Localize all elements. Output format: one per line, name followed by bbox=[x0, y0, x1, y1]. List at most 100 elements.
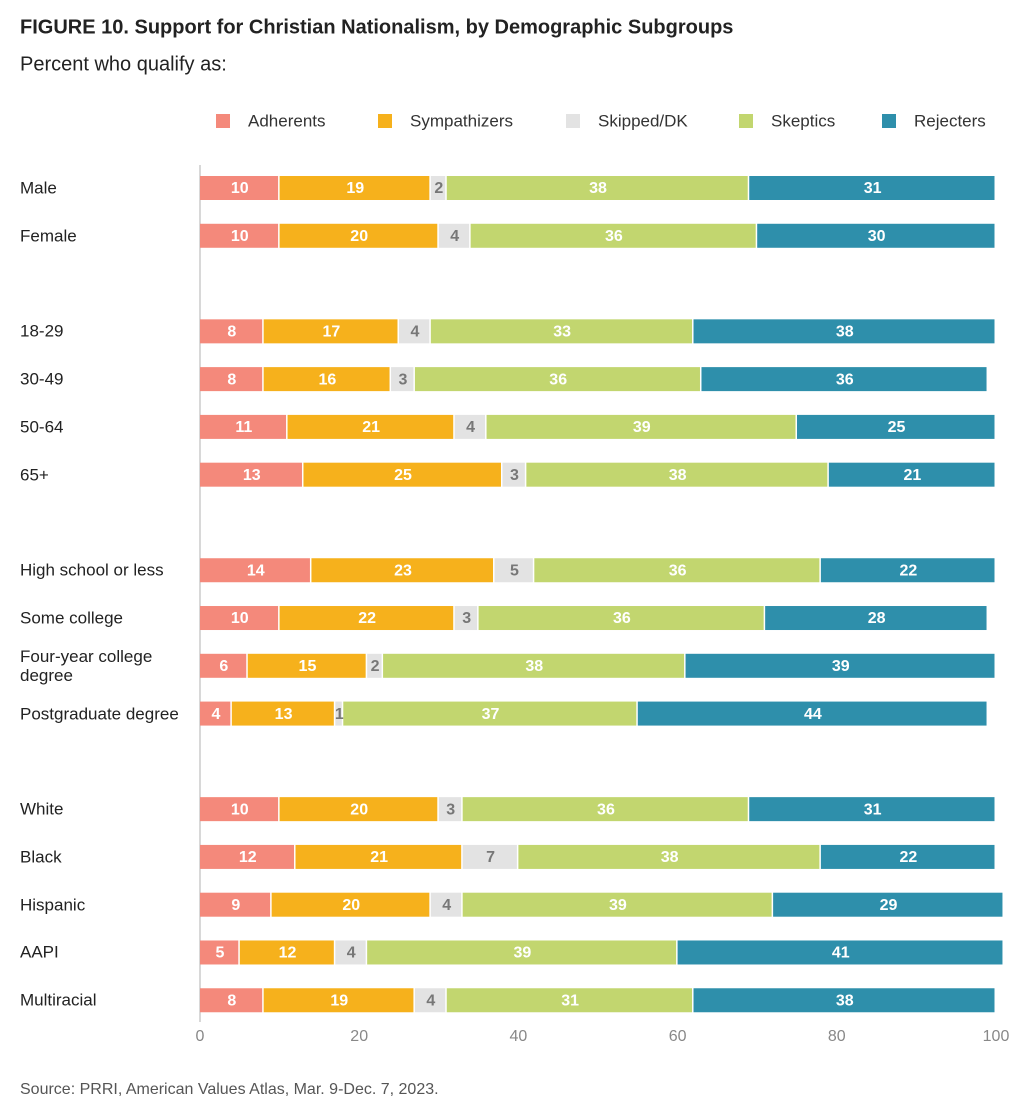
data-label: 30 bbox=[868, 228, 886, 245]
bar-segment bbox=[279, 223, 438, 248]
category-label: Female bbox=[20, 226, 77, 246]
data-label: 13 bbox=[243, 467, 261, 484]
legend-label: Adherents bbox=[248, 111, 326, 130]
data-label: 36 bbox=[836, 371, 854, 388]
bar-segment bbox=[200, 462, 302, 487]
bar-segment bbox=[279, 176, 430, 200]
bar-segment bbox=[797, 414, 995, 439]
bar-segment bbox=[486, 414, 796, 439]
bar-segment bbox=[200, 892, 271, 917]
legend-swatch bbox=[739, 114, 753, 128]
x-tick-label: 60 bbox=[669, 1028, 687, 1045]
bar-segment bbox=[200, 988, 263, 1013]
bar-segment bbox=[335, 940, 366, 965]
data-label: 31 bbox=[864, 801, 882, 818]
x-tick-label: 0 bbox=[196, 1028, 205, 1045]
x-tick-label: 40 bbox=[510, 1028, 528, 1045]
data-label: 14 bbox=[247, 562, 265, 579]
data-label: 36 bbox=[597, 801, 615, 818]
data-label: 4 bbox=[450, 228, 459, 245]
bar-segment bbox=[200, 223, 279, 248]
data-label: 38 bbox=[661, 849, 679, 866]
data-label: 9 bbox=[231, 897, 240, 914]
bar-segment bbox=[279, 797, 438, 822]
data-label: 36 bbox=[549, 371, 567, 388]
data-label: 22 bbox=[900, 562, 918, 579]
data-label: 4 bbox=[442, 897, 451, 914]
data-label: 3 bbox=[399, 371, 408, 388]
data-label: 16 bbox=[318, 371, 336, 388]
data-label: 6 bbox=[219, 658, 228, 675]
data-label: 5 bbox=[510, 562, 519, 579]
data-label: 38 bbox=[589, 180, 607, 197]
bar-segment bbox=[399, 319, 430, 344]
bar-segment bbox=[287, 414, 454, 439]
bar-segment bbox=[414, 988, 446, 1013]
chart-title: FIGURE 10. Support for Christian Nationa… bbox=[20, 16, 733, 38]
bar-segment bbox=[454, 606, 478, 631]
data-label: 8 bbox=[227, 992, 236, 1009]
category-label: White bbox=[20, 799, 64, 819]
legend-label: Rejecters bbox=[914, 111, 986, 130]
bar-segment bbox=[478, 606, 764, 631]
data-label: 10 bbox=[231, 801, 249, 818]
bar-segment bbox=[200, 367, 263, 392]
bar-segment bbox=[303, 462, 501, 487]
data-label: 38 bbox=[525, 658, 543, 675]
bar-segment bbox=[279, 606, 454, 631]
data-label: 39 bbox=[609, 897, 627, 914]
category-label: AAPI bbox=[20, 942, 59, 962]
bar-segment bbox=[295, 844, 462, 869]
data-label: 41 bbox=[832, 945, 850, 962]
source-note: Source: PRRI, American Values Atlas, Mar… bbox=[20, 1081, 439, 1098]
bar-segment bbox=[430, 319, 693, 344]
bar-segment bbox=[765, 606, 987, 631]
data-label: 36 bbox=[613, 610, 631, 627]
legend-swatch bbox=[216, 114, 230, 128]
data-label: 29 bbox=[880, 897, 898, 914]
bar-segment bbox=[462, 892, 772, 917]
data-label: 4 bbox=[347, 945, 356, 962]
category-label: High school or less bbox=[20, 560, 164, 580]
data-label: 3 bbox=[462, 610, 471, 627]
data-label: 44 bbox=[804, 706, 822, 723]
bar-segment bbox=[820, 558, 995, 583]
bar-segment bbox=[200, 844, 295, 869]
category-label: Some college bbox=[20, 608, 124, 628]
data-label: 25 bbox=[888, 419, 906, 436]
data-label: 31 bbox=[864, 180, 882, 197]
legend-label: Sympathizers bbox=[410, 111, 513, 130]
data-label: 11 bbox=[235, 419, 252, 436]
bar-segment bbox=[231, 701, 334, 726]
data-label: 37 bbox=[482, 706, 500, 723]
data-label: 8 bbox=[227, 324, 236, 341]
data-label: 38 bbox=[836, 992, 854, 1009]
bar-segment bbox=[494, 558, 533, 583]
category-label: 50-64 bbox=[20, 417, 64, 437]
bar-segment bbox=[200, 319, 263, 344]
category-label: Hispanic bbox=[20, 895, 86, 915]
bar-segment bbox=[263, 988, 414, 1013]
bar-segment bbox=[263, 319, 398, 344]
data-label: 38 bbox=[836, 324, 854, 341]
bar-segment bbox=[685, 653, 995, 678]
data-label: 4 bbox=[410, 324, 419, 341]
bar-segment bbox=[820, 844, 995, 869]
data-label: 21 bbox=[370, 849, 388, 866]
bar-segment bbox=[200, 940, 239, 965]
bar-segment bbox=[637, 701, 987, 726]
bar-segment bbox=[677, 940, 1003, 965]
bar-segment bbox=[200, 414, 287, 439]
x-tick-label: 80 bbox=[828, 1028, 846, 1045]
data-label: 20 bbox=[350, 801, 368, 818]
legend-label: Skeptics bbox=[771, 111, 835, 130]
bar-segment bbox=[446, 176, 748, 200]
bar-segment bbox=[462, 844, 517, 869]
bar-segment bbox=[454, 414, 486, 439]
bar-segment bbox=[367, 653, 382, 678]
bar-segment bbox=[438, 797, 462, 822]
bar-segment bbox=[200, 653, 247, 678]
data-label: 19 bbox=[330, 992, 348, 1009]
data-label: 39 bbox=[513, 945, 531, 962]
